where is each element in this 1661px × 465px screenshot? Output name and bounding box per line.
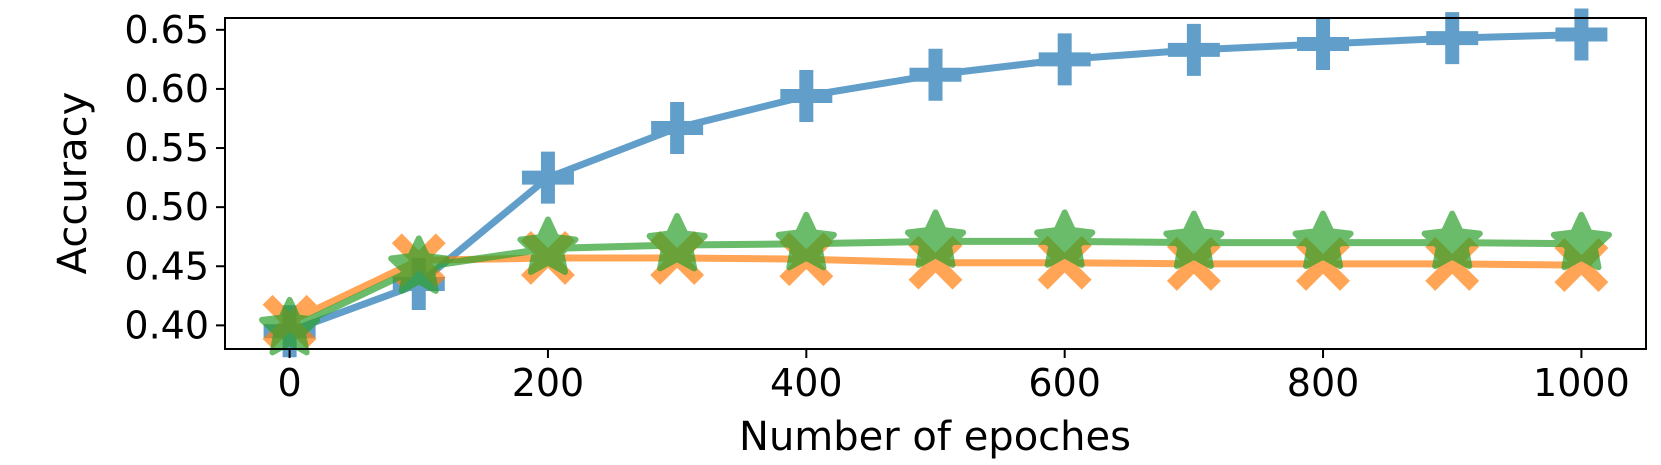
series-layer <box>259 8 1612 358</box>
star-marker-point <box>1034 209 1096 268</box>
plus-marker-point <box>1038 33 1091 86</box>
star-marker-point <box>259 296 321 356</box>
plus-marker-point <box>1297 18 1350 71</box>
x-axis: 0 200 400 600 800 1000 <box>277 349 1630 405</box>
x-tick-label: 200 <box>512 361 585 405</box>
y-tick-label: 0.65 <box>124 8 209 52</box>
y-axis-title: Accuracy <box>50 92 96 275</box>
star-marker-point <box>646 213 708 272</box>
y-tick-label: 0.45 <box>124 244 209 288</box>
x-tick-label: 1000 <box>1533 361 1630 405</box>
x-tick-label: 800 <box>1287 361 1360 405</box>
series-plus <box>263 8 1608 358</box>
x-tick-label: 400 <box>770 361 843 405</box>
plus-marker-point <box>780 70 833 123</box>
x-axis-title: Number of epoches <box>739 414 1131 460</box>
y-tick-label: 0.50 <box>124 185 209 229</box>
plus-marker-point <box>1167 23 1220 76</box>
y-tick-label: 0.40 <box>124 303 209 347</box>
plus-marker-point <box>651 101 704 154</box>
series-star <box>259 209 1612 356</box>
plus-marker-point <box>909 48 962 101</box>
star-marker-point <box>775 211 837 271</box>
plot-frame <box>224 17 1647 350</box>
x-tick-label: 0 <box>277 361 301 405</box>
y-tick-label: 0.55 <box>124 126 209 170</box>
star-marker-point <box>904 209 967 268</box>
star-marker-point <box>388 235 450 294</box>
plus-marker-point <box>1555 8 1608 61</box>
star-marker-point <box>1550 211 1612 271</box>
plus-marker-point <box>1426 12 1479 65</box>
star-marker-point <box>517 216 579 275</box>
star-marker-point <box>1163 210 1225 270</box>
y-tick-label: 0.60 <box>124 67 209 111</box>
x-tick-label: 600 <box>1028 361 1101 405</box>
star-marker-point <box>1292 210 1354 270</box>
star-marker-point <box>1421 210 1483 270</box>
y-axis: 0.40 0.45 0.50 0.55 0.60 0.65 <box>124 8 225 347</box>
plus-marker-point <box>521 151 574 204</box>
